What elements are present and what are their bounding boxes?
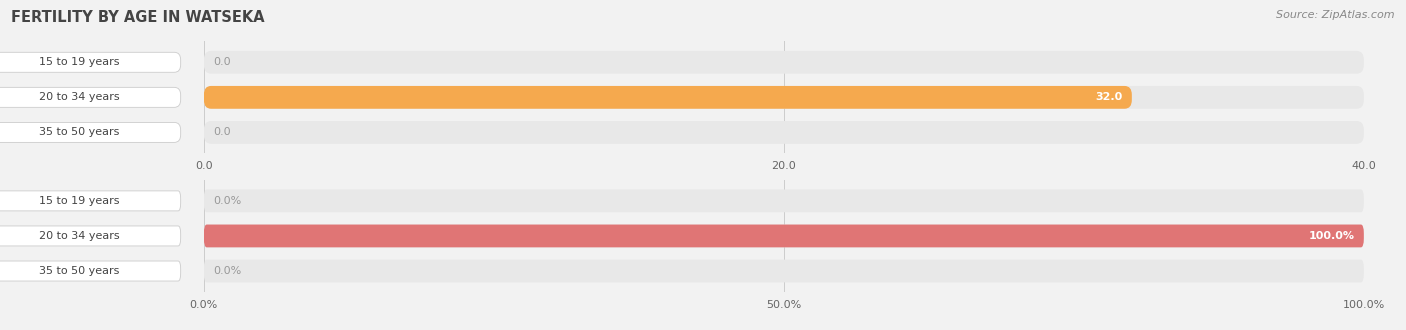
FancyBboxPatch shape <box>204 86 1132 109</box>
Text: 0.0: 0.0 <box>214 57 231 67</box>
FancyBboxPatch shape <box>204 86 1364 109</box>
Text: 0.0: 0.0 <box>214 127 231 137</box>
Text: 100.0%: 100.0% <box>1309 231 1354 241</box>
FancyBboxPatch shape <box>0 87 180 107</box>
FancyBboxPatch shape <box>0 226 180 246</box>
FancyBboxPatch shape <box>204 224 1364 248</box>
Text: 35 to 50 years: 35 to 50 years <box>39 127 120 137</box>
Text: 20 to 34 years: 20 to 34 years <box>39 231 120 241</box>
FancyBboxPatch shape <box>0 122 180 143</box>
FancyBboxPatch shape <box>0 191 180 211</box>
Text: Source: ZipAtlas.com: Source: ZipAtlas.com <box>1277 10 1395 20</box>
FancyBboxPatch shape <box>204 260 1364 282</box>
FancyBboxPatch shape <box>204 224 1364 248</box>
FancyBboxPatch shape <box>204 51 1364 74</box>
Text: 0.0%: 0.0% <box>214 266 242 276</box>
Text: 20 to 34 years: 20 to 34 years <box>39 92 120 102</box>
Text: 15 to 19 years: 15 to 19 years <box>39 57 120 67</box>
FancyBboxPatch shape <box>204 189 1364 212</box>
FancyBboxPatch shape <box>0 52 180 72</box>
Text: 35 to 50 years: 35 to 50 years <box>39 266 120 276</box>
FancyBboxPatch shape <box>204 121 1364 144</box>
Text: 15 to 19 years: 15 to 19 years <box>39 196 120 206</box>
FancyBboxPatch shape <box>0 261 180 281</box>
Text: 32.0: 32.0 <box>1095 92 1122 102</box>
Text: FERTILITY BY AGE IN WATSEKA: FERTILITY BY AGE IN WATSEKA <box>11 10 264 25</box>
Text: 0.0%: 0.0% <box>214 196 242 206</box>
